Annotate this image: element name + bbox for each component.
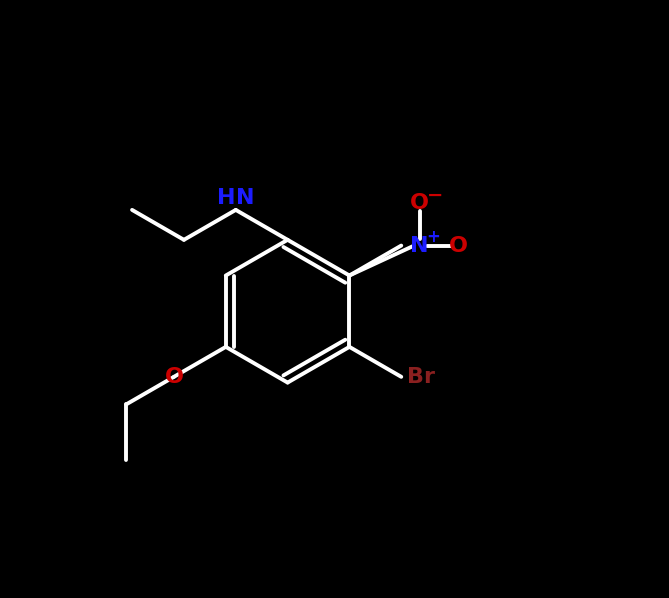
Text: N: N: [410, 236, 429, 255]
Text: O: O: [165, 367, 183, 387]
Text: Br: Br: [407, 367, 435, 387]
Text: +: +: [427, 228, 440, 246]
Text: H: H: [217, 188, 235, 208]
Text: O: O: [450, 236, 468, 255]
Text: N: N: [235, 188, 254, 208]
Text: O: O: [410, 193, 429, 213]
Text: −: −: [427, 187, 443, 205]
